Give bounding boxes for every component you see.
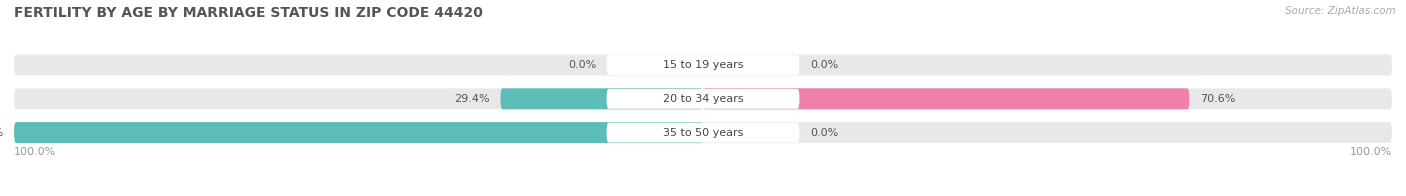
FancyBboxPatch shape bbox=[606, 89, 800, 109]
Text: 15 to 19 years: 15 to 19 years bbox=[662, 60, 744, 70]
FancyBboxPatch shape bbox=[703, 88, 1189, 109]
Text: 100.0%: 100.0% bbox=[1350, 147, 1392, 157]
Text: 100.0%: 100.0% bbox=[14, 147, 56, 157]
Text: Source: ZipAtlas.com: Source: ZipAtlas.com bbox=[1285, 6, 1396, 16]
FancyBboxPatch shape bbox=[14, 88, 1392, 109]
Text: 70.6%: 70.6% bbox=[1199, 94, 1234, 104]
FancyBboxPatch shape bbox=[14, 122, 703, 143]
Text: FERTILITY BY AGE BY MARRIAGE STATUS IN ZIP CODE 44420: FERTILITY BY AGE BY MARRIAGE STATUS IN Z… bbox=[14, 6, 482, 20]
Text: 100.0%: 100.0% bbox=[0, 128, 4, 138]
FancyBboxPatch shape bbox=[606, 55, 800, 75]
Text: 0.0%: 0.0% bbox=[810, 60, 838, 70]
FancyBboxPatch shape bbox=[606, 123, 800, 142]
FancyBboxPatch shape bbox=[14, 122, 1392, 143]
Text: 35 to 50 years: 35 to 50 years bbox=[662, 128, 744, 138]
FancyBboxPatch shape bbox=[501, 88, 703, 109]
FancyBboxPatch shape bbox=[14, 55, 1392, 75]
Text: 29.4%: 29.4% bbox=[454, 94, 491, 104]
Text: 20 to 34 years: 20 to 34 years bbox=[662, 94, 744, 104]
Text: 0.0%: 0.0% bbox=[568, 60, 596, 70]
Text: 0.0%: 0.0% bbox=[810, 128, 838, 138]
